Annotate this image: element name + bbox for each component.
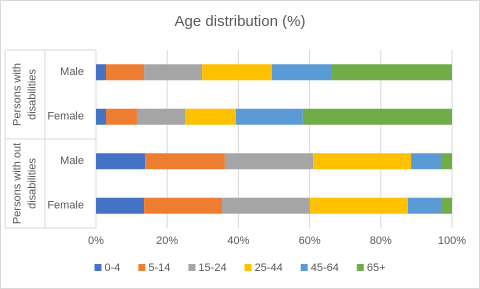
x-tick-label: 60% (299, 235, 321, 247)
legend-swatch (94, 264, 102, 271)
bar-segment (202, 64, 272, 81)
bar-segment (96, 153, 146, 170)
bar-segment (222, 197, 310, 214)
group-label-line: Persons with (11, 63, 23, 126)
legend-swatch (356, 264, 364, 271)
legend-label: 45-64 (311, 262, 339, 274)
legend-label: 65+ (367, 262, 386, 274)
group-label-line: Persons with out (11, 143, 23, 224)
bar-segment (309, 197, 408, 214)
bar-segment (96, 108, 106, 125)
x-tick-label: 20% (156, 235, 178, 247)
legend-swatch (138, 264, 146, 271)
bar-segment (235, 108, 303, 125)
x-tick-label: 40% (227, 235, 249, 247)
bar-segment (440, 153, 452, 170)
chart-title: Age distribution (%) (175, 13, 306, 30)
bar-segment (332, 64, 452, 81)
y-tick-label: Female (47, 200, 84, 212)
bar-segment (105, 108, 137, 125)
x-tick-label: 80% (370, 235, 392, 247)
group-label: Persons with disabilities (11, 63, 38, 126)
bar-segment (144, 197, 223, 214)
bar-segment (271, 64, 333, 81)
x-tick-label: 0% (88, 235, 104, 247)
legend-label: 5-14 (148, 262, 170, 274)
bar-segment (105, 64, 145, 81)
legend-label: 15-24 (198, 262, 226, 274)
legend-label: 25-44 (255, 262, 283, 274)
bar-segment (313, 153, 412, 170)
bar-segment (411, 153, 441, 170)
bar-segment (144, 64, 203, 81)
legend-swatch (244, 264, 252, 271)
bar-segment (302, 108, 452, 125)
bar-segment (407, 197, 443, 214)
legend: 0-4 5-14 15-24 25-44 45-64 65+ (94, 262, 386, 274)
group-label: Persons with out disabilities (11, 143, 38, 224)
bar-segment (185, 108, 236, 125)
legend-swatch (188, 264, 196, 271)
bar-segment (96, 197, 145, 214)
legend-swatch (300, 264, 308, 271)
group-label-line: disabilities (26, 69, 38, 120)
legend-label: 0-4 (104, 262, 120, 274)
y-tick-label: Male (60, 155, 84, 167)
x-tick-label: 100% (438, 235, 466, 247)
group-label-line: disabilities (26, 158, 38, 209)
y-tick-label: Female (47, 111, 84, 123)
bar-segment (96, 64, 106, 81)
bar-segment (136, 108, 185, 125)
bar-segment (145, 153, 225, 170)
y-tick-label: Male (60, 66, 84, 78)
bar-segment (442, 197, 452, 214)
bar-segment (224, 153, 314, 170)
